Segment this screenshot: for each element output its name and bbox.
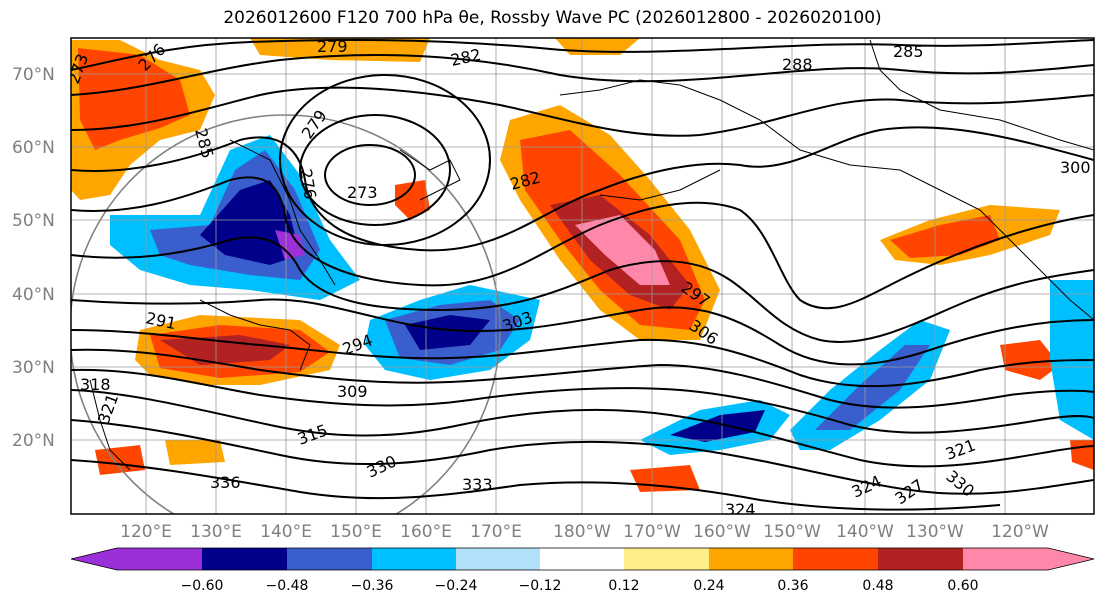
colorbar-arrow-left <box>71 548 117 570</box>
lon-label: 120°W <box>991 522 1049 542</box>
lon-label: 130°W <box>906 522 964 542</box>
contour-label: 288 <box>782 55 813 74</box>
contour-line <box>71 419 1094 495</box>
contour-line <box>71 389 1094 468</box>
gridlines <box>71 38 1094 514</box>
colorbar-outline <box>70 547 1095 571</box>
contour-label: 318 <box>80 375 111 394</box>
colorbar-swatch <box>117 548 202 570</box>
lon-label: 150°W <box>763 522 821 542</box>
contour-label: 324 <box>725 500 756 519</box>
colorbar-swatch <box>540 548 624 570</box>
map-content: 273 276 279 285 273 276 279 282 285 288 … <box>71 37 1094 519</box>
lon-label: 170°E <box>470 522 522 542</box>
colorbar-tick-label: 0.12 <box>608 578 639 594</box>
contour-line <box>324 144 416 206</box>
shade-blob <box>575 215 670 285</box>
colorbar-swatch <box>793 548 878 570</box>
contour-line <box>71 368 1094 434</box>
contour-line <box>71 39 1094 71</box>
colorbar-swatch <box>878 548 963 570</box>
contour-label: 300 <box>1060 158 1091 177</box>
contour-line <box>71 329 1094 388</box>
contour-label: 285 <box>893 42 924 61</box>
shade-blob <box>160 335 290 365</box>
shade-blob <box>78 48 190 150</box>
colorbar-tick-label: 0.48 <box>862 578 893 594</box>
contour-label: 273 <box>347 183 378 202</box>
lon-label: 170°W <box>623 522 681 542</box>
contour-line <box>71 126 1094 252</box>
lat-label: 60°N <box>12 138 55 158</box>
shade-blob <box>395 180 430 220</box>
theta-e-contours <box>71 39 1094 511</box>
colorbar-tick-label: 0.24 <box>693 578 724 594</box>
colorbar-tick-label: −0.60 <box>181 578 224 594</box>
shade-blob <box>815 345 930 430</box>
colorbar-tick-label: 0.36 <box>777 578 808 594</box>
lon-label: 130°E <box>190 522 242 542</box>
colorbar-swatch <box>202 548 287 570</box>
coastline <box>599 169 721 201</box>
colorbar-tick-label: −0.24 <box>435 578 478 594</box>
contour-line <box>71 176 1094 310</box>
contour-line <box>71 348 1094 409</box>
map-frame <box>70 37 1095 515</box>
shade-blob <box>670 410 765 442</box>
anomaly-shading <box>71 38 1094 492</box>
colorbar-swatch <box>287 548 372 570</box>
contour-line <box>71 459 1001 511</box>
lon-label: 150°E <box>330 522 382 542</box>
lat-label: 50°N <box>12 211 55 231</box>
contour-label: 333 <box>462 475 493 494</box>
colorbar-swatch <box>456 548 540 570</box>
colorbar-swatch <box>963 548 1048 570</box>
shade-blob <box>1000 340 1060 380</box>
coastline <box>229 139 336 286</box>
colorbar-tick-label: 0.60 <box>947 578 978 594</box>
shade-blob <box>275 230 305 260</box>
shade-blob <box>165 440 225 465</box>
chart-title: 2026012600 F120 700 hPa θe, Rossby Wave … <box>223 8 882 28</box>
colorbar-swatch <box>624 548 709 570</box>
lon-label: 140°W <box>836 522 894 542</box>
lon-label: 140°E <box>260 522 312 542</box>
contour-label: 336 <box>210 473 241 492</box>
lon-label: 160°E <box>400 522 452 542</box>
contour-line <box>299 114 451 226</box>
colorbar-tick-label: −0.36 <box>351 578 394 594</box>
contour-label: 279 <box>317 37 348 56</box>
contour-line <box>71 54 1094 96</box>
lat-label: 30°N <box>12 358 55 378</box>
latitude-labels: 70°N 60°N 50°N 40°N 30°N 20°N <box>12 65 55 451</box>
lon-label: 120°E <box>120 522 172 542</box>
lat-label: 70°N <box>12 65 55 85</box>
contour-line <box>71 236 1094 343</box>
lon-label: 160°W <box>693 522 751 542</box>
lat-label: 40°N <box>12 285 55 305</box>
colorbar-tick-label: −0.48 <box>266 578 309 594</box>
contour-label: 309 <box>337 382 368 401</box>
contour-line <box>71 298 1094 366</box>
lon-label: 180°W <box>553 522 611 542</box>
longitude-labels: 120°E 130°E 140°E 150°E 160°E 170°E 180°… <box>120 522 1049 542</box>
colorbar-arrow-right <box>1048 548 1094 570</box>
colorbar-tick-label: −0.12 <box>519 578 562 594</box>
colorbar-swatch <box>372 548 456 570</box>
colorbar: −0.60 −0.48 −0.36 −0.24 −0.12 0.12 0.24 … <box>70 547 1095 594</box>
coastline <box>869 39 1094 151</box>
contour-line <box>71 86 1094 137</box>
lat-label: 20°N <box>12 431 55 451</box>
coastline <box>89 379 131 471</box>
colorbar-ticks: −0.60 −0.48 −0.36 −0.24 −0.12 0.12 0.24 … <box>181 578 979 594</box>
colorbar-swatch <box>709 548 793 570</box>
